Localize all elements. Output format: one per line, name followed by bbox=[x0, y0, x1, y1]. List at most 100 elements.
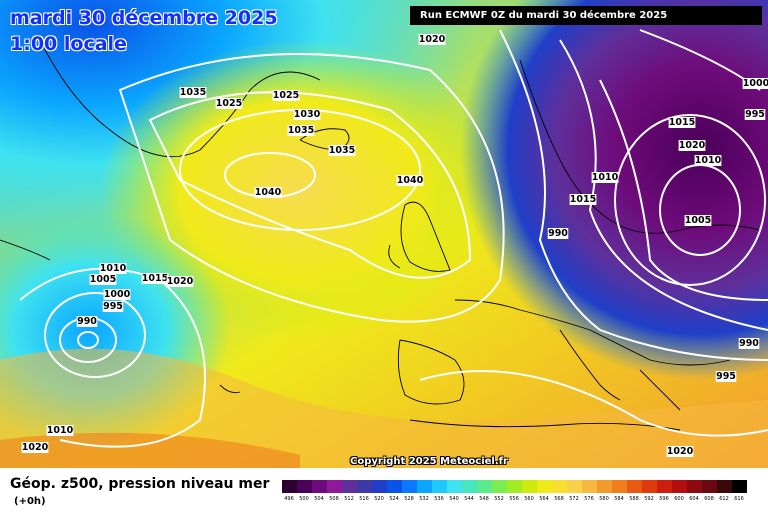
central-europe-coast bbox=[454, 299, 731, 366]
isobar-label-bg bbox=[166, 276, 194, 287]
legend-tick-label: 600 bbox=[674, 496, 684, 502]
isobar-label-text: 990 bbox=[77, 316, 97, 327]
north-africa-coast bbox=[409, 419, 681, 431]
isobar-label-bg bbox=[328, 145, 356, 156]
legend-swatch bbox=[612, 480, 627, 493]
legend-tick-label: 596 bbox=[659, 496, 669, 502]
isobar-label-text: 990 bbox=[548, 228, 568, 239]
legend-swatch bbox=[432, 480, 447, 493]
isobar-label-bg bbox=[742, 78, 768, 89]
isobar-label-text: 1020 bbox=[419, 34, 446, 45]
isobar-label-bg bbox=[694, 155, 722, 166]
isobar-label: 1025 bbox=[215, 98, 243, 109]
legend-tick-label: 516 bbox=[359, 496, 369, 502]
isobar-label: 1005 bbox=[89, 274, 117, 285]
legend-tick-label: 508 bbox=[329, 496, 339, 502]
isobar-label-text: 1030 bbox=[294, 109, 321, 120]
isobar-label: 1010 bbox=[46, 425, 74, 436]
isobar-label: 1015 bbox=[569, 194, 597, 205]
uk-coast bbox=[400, 201, 451, 272]
isobar-label-text: 1035 bbox=[288, 125, 314, 136]
legend-swatch bbox=[312, 480, 327, 493]
greenland-coast bbox=[39, 39, 321, 158]
legend-tick-label: 524 bbox=[389, 496, 399, 502]
isobar-label-bg bbox=[76, 316, 98, 327]
isobar-label-bg bbox=[678, 140, 706, 151]
isobar-label-bg bbox=[547, 228, 569, 239]
isobar-label: 1015 bbox=[141, 273, 169, 284]
isobar-label-text: 1020 bbox=[679, 140, 706, 151]
isobar-label-text: 1025 bbox=[273, 90, 299, 101]
isobar-label-text: 1010 bbox=[695, 155, 722, 166]
isobar-label: 1010 bbox=[694, 155, 722, 166]
color-legend: 496 500 504 508 512 516 520 524 528 532 536 540 544 5… bbox=[282, 480, 747, 504]
legend-tick-label: 496 bbox=[284, 496, 294, 502]
legend-swatch bbox=[297, 480, 312, 493]
isobar-label-bg bbox=[179, 87, 207, 98]
legend-swatch bbox=[687, 480, 702, 493]
legend-tick-label: 560 bbox=[524, 496, 534, 502]
footer-subtitle: (+0h) bbox=[14, 496, 46, 507]
isobar-label: 1010 bbox=[591, 172, 619, 183]
isobar-low-west-ring2 bbox=[44, 292, 146, 378]
legend-tick-label: 592 bbox=[644, 496, 654, 502]
isobar-label: 1020 bbox=[666, 446, 694, 457]
legend-tick-label: 536 bbox=[434, 496, 444, 502]
legend-swatch bbox=[717, 480, 732, 493]
ireland-coast bbox=[388, 244, 401, 269]
isobar-label-bg bbox=[89, 274, 117, 285]
legend-tick-label: 512 bbox=[344, 496, 354, 502]
legend-tick-label: 520 bbox=[374, 496, 384, 502]
legend-swatch bbox=[567, 480, 582, 493]
legend-tick-label: 544 bbox=[464, 496, 474, 502]
italy-coast bbox=[559, 329, 621, 401]
isobar-low-west-center bbox=[77, 331, 99, 349]
isobar-low-east-ring1 bbox=[614, 114, 766, 286]
z500-warmest-southwest bbox=[0, 432, 300, 468]
isobar-label-bg bbox=[102, 301, 124, 312]
isobar-label-bg bbox=[272, 90, 300, 101]
isobar-label: 1035 bbox=[287, 125, 315, 136]
legend-swatch bbox=[552, 480, 567, 493]
legend-tick-label: 588 bbox=[629, 496, 639, 502]
legend-tick-label: 500 bbox=[299, 496, 309, 502]
legend-swatch bbox=[507, 480, 522, 493]
isobar-label-bg bbox=[141, 273, 169, 284]
isobar-label-bg bbox=[46, 425, 74, 436]
isobar-low-east-ring3 bbox=[559, 39, 768, 331]
isobar-label: 1025 bbox=[272, 90, 300, 101]
isobar-label-text: 1035 bbox=[180, 87, 206, 98]
legend-swatch bbox=[732, 480, 747, 493]
legend-tick-label: 604 bbox=[689, 496, 699, 502]
legend-swatch bbox=[447, 480, 462, 493]
legend-tick-label: 552 bbox=[494, 496, 504, 502]
balkans-coast bbox=[639, 369, 681, 411]
legend-swatch bbox=[582, 480, 597, 493]
legend-tick-label: 572 bbox=[569, 496, 579, 502]
isobar-label-text: 1000 bbox=[104, 289, 131, 300]
legend-tick-label: 532 bbox=[419, 496, 429, 502]
isobar-label: 1010 bbox=[99, 263, 127, 274]
isobar-label-bg bbox=[287, 125, 315, 136]
legend-swatch bbox=[417, 480, 432, 493]
footer: Géop. z500, pression niveau mer (+0h) 49… bbox=[0, 468, 768, 512]
isobar-label: 1040 bbox=[396, 175, 424, 186]
isobar-label-bg bbox=[99, 263, 127, 274]
copyright: Copyright 2025 Meteociel.fr bbox=[350, 456, 508, 467]
isobar-label-text: 1040 bbox=[255, 187, 282, 198]
isobar-label: 1000 bbox=[742, 78, 768, 89]
legend-swatch bbox=[342, 480, 357, 493]
isobar-label-text: 1040 bbox=[397, 175, 424, 186]
legend-swatch bbox=[597, 480, 612, 493]
isobar-label-bg bbox=[738, 338, 760, 349]
isobar-label: 990 bbox=[738, 338, 760, 349]
isobar-label: 1020 bbox=[21, 442, 49, 453]
weather-map: 1020 1035 1025 1025 1030 1035 1035 1040 1040 1010… bbox=[0, 0, 768, 468]
isobar-label-text: 1015 bbox=[669, 117, 695, 128]
legend-tick-label: 576 bbox=[584, 496, 594, 502]
isobar-label-text: 1010 bbox=[592, 172, 619, 183]
isobar-label-bg bbox=[254, 187, 282, 198]
legend-tick-label: 556 bbox=[509, 496, 519, 502]
legend-swatch bbox=[492, 480, 507, 493]
